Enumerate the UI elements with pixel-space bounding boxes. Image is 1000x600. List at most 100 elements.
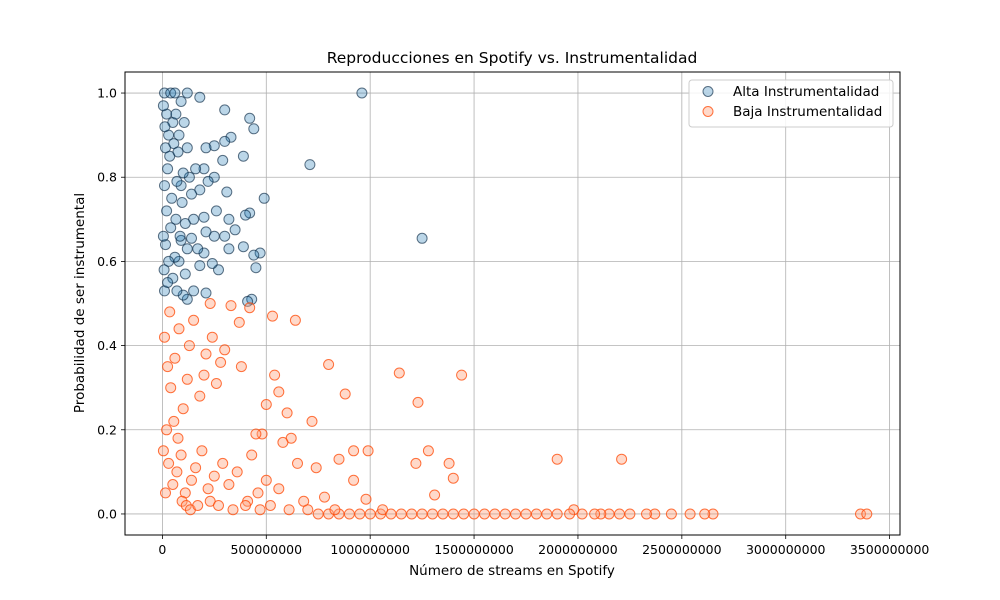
data-point (240, 209, 251, 221)
data-point (183, 171, 195, 183)
data-point (192, 243, 204, 255)
data-point (172, 146, 184, 158)
data-point (158, 264, 170, 276)
data-point (194, 260, 206, 272)
data-point (223, 213, 235, 225)
data-point (227, 504, 239, 516)
data-point (641, 508, 652, 520)
data-point (447, 472, 459, 484)
data-point (164, 306, 176, 318)
data-point (292, 457, 303, 469)
data-point (167, 479, 179, 490)
data-point (258, 192, 270, 204)
data-point (422, 445, 434, 457)
data-point (551, 508, 563, 520)
data-point (225, 300, 237, 312)
chart-title: Reproducciones en Spotify vs. Instrument… (327, 49, 698, 67)
data-point (229, 224, 241, 236)
data-point (176, 197, 188, 208)
data-point (169, 87, 181, 99)
data-point (162, 361, 174, 373)
data-point (248, 249, 260, 261)
grid-lines (125, 72, 900, 535)
data-point (165, 87, 177, 99)
data-point (479, 508, 490, 520)
data-point (186, 232, 197, 244)
data-point (616, 453, 628, 465)
data-point (179, 268, 191, 280)
data-point (595, 508, 607, 520)
data-point (200, 348, 212, 360)
data-point (194, 390, 206, 402)
chart-legend: Alta Instrumentalidad Baja Instrumentali… (688, 79, 894, 128)
data-point (551, 453, 563, 465)
data-point (254, 504, 266, 516)
data-point (520, 508, 532, 520)
data-point (707, 508, 719, 520)
data-point (269, 369, 281, 381)
y-tick-label: 1.0 (97, 86, 117, 101)
x-axis-title: Número de streams en Spotify (409, 563, 615, 579)
data-point (699, 508, 711, 520)
data-point (170, 108, 182, 120)
data-point (179, 218, 191, 229)
data-point (175, 234, 187, 246)
data-point (225, 131, 237, 143)
data-point (161, 424, 173, 436)
data-point (206, 331, 218, 343)
y-tick-label: 0.0 (97, 506, 117, 521)
data-point (246, 449, 258, 461)
data-point (235, 361, 247, 373)
data-point (429, 489, 441, 501)
data-point (458, 508, 470, 520)
plot-frame (124, 71, 901, 536)
data-point (169, 352, 181, 364)
data-point (206, 258, 218, 269)
data-point (173, 129, 185, 141)
data-point (541, 508, 553, 520)
data-point (204, 298, 216, 309)
data-point (289, 314, 301, 326)
data-point (589, 508, 601, 520)
data-point (377, 504, 389, 516)
data-point (157, 100, 169, 112)
data-point (192, 500, 204, 511)
data-point (244, 112, 256, 124)
y-tick-label: 0.6 (97, 254, 117, 269)
data-point (348, 474, 360, 486)
data-point (198, 163, 210, 175)
data-point (161, 205, 173, 217)
data-point (159, 180, 170, 192)
data-point (165, 222, 177, 234)
data-point (183, 340, 195, 352)
data-point (196, 445, 208, 457)
data-point (530, 508, 542, 520)
legend-label-alta: Alta Instrumentalidad (733, 84, 879, 100)
data-point (177, 167, 189, 179)
data-point (181, 373, 193, 385)
data-point (343, 508, 355, 520)
data-point (177, 289, 189, 301)
data-point (427, 508, 438, 520)
data-point (323, 359, 335, 370)
x-tick-label: 1500000000 (434, 542, 514, 557)
data-point (171, 285, 183, 297)
data-point (172, 432, 184, 444)
series-alta (157, 87, 428, 307)
data-point (412, 396, 424, 408)
data-point (163, 457, 175, 469)
data-point (188, 285, 200, 297)
x-tick-label: 2500000000 (642, 542, 722, 557)
data-point (181, 243, 193, 255)
legend-marker-baja (702, 106, 714, 117)
data-point (614, 508, 625, 520)
data-point (219, 230, 231, 242)
data-point (393, 367, 405, 379)
data-point (329, 504, 341, 516)
data-point (273, 386, 285, 398)
data-point (240, 500, 251, 511)
data-point (157, 230, 169, 242)
data-point (242, 295, 254, 307)
data-point (456, 369, 468, 381)
